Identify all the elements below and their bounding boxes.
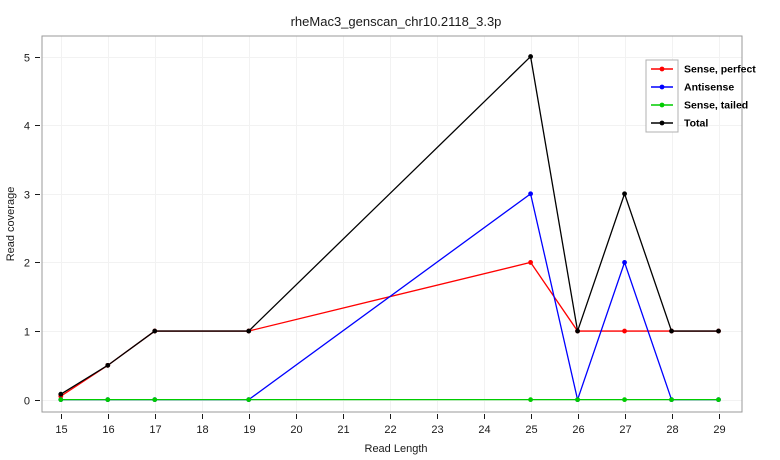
data-point bbox=[716, 397, 721, 403]
x-tick-label: 27 bbox=[619, 424, 631, 436]
legend-label: Sense, perfect bbox=[684, 63, 756, 75]
x-tick-label: 21 bbox=[337, 424, 349, 436]
data-point bbox=[152, 397, 158, 403]
x-tick-label: 26 bbox=[572, 424, 584, 436]
grid-layer bbox=[42, 36, 742, 412]
x-tick-label: 16 bbox=[102, 424, 114, 436]
x-tick-label: 15 bbox=[55, 424, 67, 436]
y-tick-label: 0 bbox=[24, 396, 30, 408]
legend-item-sense-tailed[interactable]: Sense, tailed bbox=[651, 99, 748, 111]
data-point bbox=[528, 54, 533, 59]
x-tick-label: 24 bbox=[478, 424, 490, 436]
data-point bbox=[575, 397, 580, 403]
legend-marker-swatch bbox=[659, 84, 665, 90]
data-point bbox=[622, 191, 627, 197]
y-tick-label: 2 bbox=[24, 258, 30, 270]
y-tick-label: 3 bbox=[24, 190, 30, 202]
series-total bbox=[58, 54, 721, 397]
legend-label: Sense, tailed bbox=[684, 99, 748, 111]
legend: Sense, perfect Antisense Sense, tailed Tota… bbox=[645, 59, 756, 133]
x-axis-label: Read Length bbox=[365, 443, 428, 455]
series-layer bbox=[58, 54, 721, 403]
y-tick-label: 4 bbox=[24, 121, 30, 133]
x-tick-label: 19 bbox=[243, 424, 255, 436]
series-line bbox=[60, 192, 719, 403]
legend-item-sense-perfect[interactable]: Sense, perfect bbox=[651, 63, 756, 75]
x-axis-ticks: 15 16 17 18 19 20 21 22 23 24 25 26 27 28 29 bbox=[55, 414, 726, 436]
data-point bbox=[105, 362, 111, 368]
x-tick-label: 20 bbox=[290, 424, 302, 436]
series-line bbox=[60, 55, 719, 395]
y-tick-label: 1 bbox=[24, 327, 30, 339]
legend-item-antisense[interactable]: Antisense bbox=[651, 81, 734, 93]
data-point bbox=[528, 397, 533, 403]
data-point bbox=[58, 397, 64, 403]
series-sense-tailed bbox=[58, 397, 721, 403]
data-point bbox=[622, 260, 627, 265]
y-axis-label: Read coverage bbox=[5, 187, 17, 262]
data-point bbox=[575, 328, 580, 334]
x-tick-label: 17 bbox=[149, 424, 161, 436]
legend-marker-swatch bbox=[659, 102, 665, 108]
legend-label: Antisense bbox=[684, 81, 734, 93]
legend-marker-swatch bbox=[659, 120, 665, 126]
series-sense-perfect bbox=[58, 260, 721, 399]
x-tick-label: 29 bbox=[713, 424, 725, 436]
data-point bbox=[246, 397, 252, 403]
data-point bbox=[622, 328, 627, 334]
legend-key-box bbox=[645, 59, 679, 133]
data-point bbox=[669, 397, 674, 403]
data-point bbox=[528, 191, 533, 197]
series-line bbox=[60, 261, 719, 397]
data-point bbox=[105, 397, 111, 403]
data-point bbox=[152, 328, 158, 334]
x-tick-label: 18 bbox=[196, 424, 208, 436]
x-tick-label: 22 bbox=[384, 424, 396, 436]
y-axis-ticks: 0 1 2 3 4 5 bbox=[24, 53, 40, 408]
data-point bbox=[58, 391, 64, 397]
series-antisense bbox=[58, 191, 721, 403]
data-point bbox=[528, 260, 533, 265]
legend-label: Total bbox=[684, 117, 708, 129]
y-tick-label: 5 bbox=[24, 53, 30, 65]
x-tick-label: 25 bbox=[525, 424, 537, 436]
chart-title: rheMac3_genscan_chr10.2118_3.3p bbox=[291, 14, 502, 29]
data-point bbox=[622, 397, 627, 403]
data-point bbox=[716, 328, 721, 334]
legend-marker-swatch bbox=[659, 66, 665, 72]
legend-item-total[interactable]: Total bbox=[651, 117, 708, 129]
data-point bbox=[246, 328, 252, 334]
x-tick-label: 28 bbox=[666, 424, 678, 436]
plot-frame bbox=[41, 35, 743, 413]
data-point bbox=[669, 328, 674, 334]
x-tick-label: 23 bbox=[431, 424, 443, 436]
